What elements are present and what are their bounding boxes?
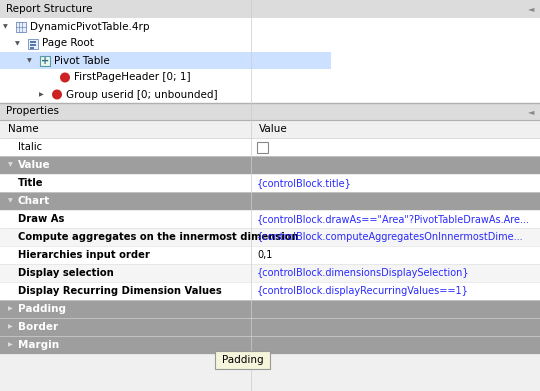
Text: ▶: ▶ [8,325,12,330]
Bar [0,228,540,246]
Text: ▶: ▶ [8,343,12,348]
Text: Report Structure: Report Structure [6,4,92,14]
Text: Title: Title [18,178,44,188]
Text: Italic: Italic [18,142,42,152]
Bar [0,156,540,174]
Bar [28,38,38,48]
Text: +: + [41,56,49,66]
Bar [40,56,50,66]
Text: ▼: ▼ [8,163,12,167]
Bar [16,22,26,32]
Circle shape [60,72,70,83]
Bar [0,246,540,264]
Bar [0,0,540,18]
Bar [0,282,540,300]
Text: Display selection: Display selection [18,268,114,278]
Bar [30,41,36,43]
Text: Pivot Table: Pivot Table [54,56,110,66]
Bar [0,210,540,228]
Bar [0,52,331,69]
Bar [30,47,34,48]
Text: {controlBlock.title}: {controlBlock.title} [257,178,352,188]
Bar [215,351,270,369]
Text: Chart: Chart [18,196,50,206]
Text: Hierarchies input order: Hierarchies input order [18,250,150,260]
Text: Border: Border [18,322,58,332]
Bar [0,192,540,210]
Text: Value: Value [259,124,288,134]
Text: 0,1: 0,1 [257,250,272,260]
Text: Value: Value [18,160,51,170]
Text: Compute aggregates on the innermost dimension: Compute aggregates on the innermost dime… [18,232,299,242]
Text: Padding: Padding [222,355,264,365]
Bar [0,120,540,138]
Text: Group userid [0; unbounded]: Group userid [0; unbounded] [66,90,218,99]
Text: Page Root: Page Root [42,38,94,48]
Text: Name: Name [8,124,39,134]
Text: {controlBlock.displayRecurringValues==1}: {controlBlock.displayRecurringValues==1} [257,286,469,296]
Text: {controlBlock.computeAggregatesOnInnermostDime...: {controlBlock.computeAggregatesOnInnermo… [257,232,524,242]
Bar [30,43,36,45]
Text: ▼: ▼ [15,41,19,46]
Bar [0,103,540,120]
Bar [257,142,268,153]
Bar [0,174,540,192]
Text: ◄: ◄ [528,5,534,14]
Bar [0,138,540,156]
Bar [0,336,540,354]
Text: Draw As: Draw As [18,214,64,224]
Text: DynamicPivotTable.4rp: DynamicPivotTable.4rp [30,22,150,32]
Text: Padding: Padding [18,304,66,314]
Circle shape [52,90,62,99]
Text: Display Recurring Dimension Values: Display Recurring Dimension Values [18,286,222,296]
Bar [0,318,540,336]
Text: ▶: ▶ [39,92,43,97]
Text: ▶: ▶ [8,307,12,312]
Bar [0,18,540,103]
Text: ◄: ◄ [528,107,534,116]
Text: Properties: Properties [6,106,59,117]
Bar [0,264,540,282]
Text: ▼: ▼ [3,24,8,29]
Text: FirstPageHeader [0; 1]: FirstPageHeader [0; 1] [74,72,191,83]
Text: {controlBlock.dimensionsDisplaySelection}: {controlBlock.dimensionsDisplaySelection… [257,268,470,278]
Text: ▼: ▼ [8,199,12,203]
Bar [0,300,540,318]
Text: {controlBlock.drawAs=="Area"?PivotTableDrawAs.Are...: {controlBlock.drawAs=="Area"?PivotTableD… [257,214,530,224]
Text: ▼: ▼ [26,58,31,63]
Text: Margin: Margin [18,340,59,350]
